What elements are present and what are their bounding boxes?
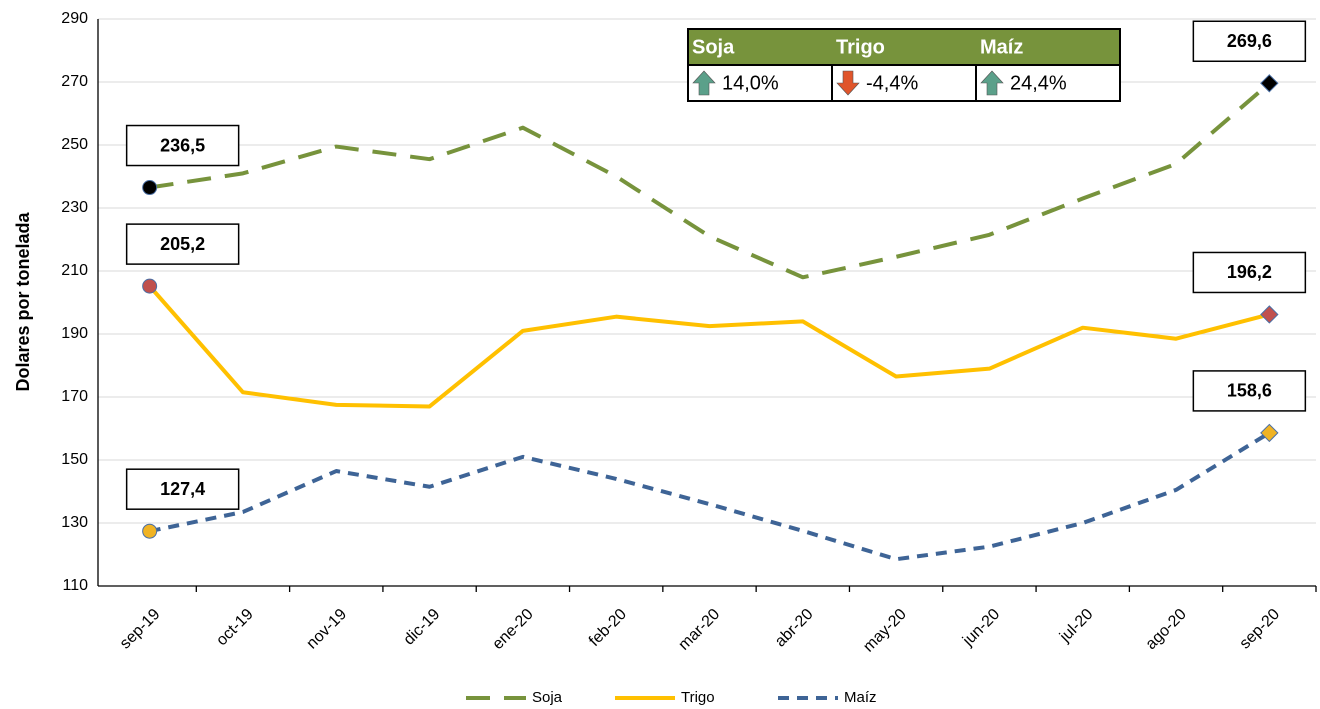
data-label: 158,6 <box>1227 381 1272 401</box>
y-tick-label: 190 <box>61 325 88 342</box>
marker <box>1260 423 1279 443</box>
x-tick-label: oct-19 <box>213 606 257 650</box>
trend-arrow <box>836 70 860 96</box>
data-label: 127,4 <box>160 479 205 499</box>
x-tick-label: dic-19 <box>401 606 444 649</box>
x-tick-label: may-20 <box>860 606 910 656</box>
x-tick-label: mar-20 <box>675 606 723 654</box>
table-border <box>687 28 1121 102</box>
table-header-bg <box>688 29 1120 65</box>
legend-label: Maíz <box>844 689 877 706</box>
x-tick-label: ago-20 <box>1143 606 1190 653</box>
legend-label: Soja <box>532 689 563 706</box>
x-tick-label: abr-20 <box>772 606 817 651</box>
data-label: 205,2 <box>160 234 205 254</box>
table-value: -4,4% <box>866 72 918 94</box>
table-header: Trigo <box>836 36 885 58</box>
label-box <box>1192 20 1307 63</box>
y-axis-label: Dolares por tonelada <box>13 211 33 391</box>
x-tick-label: jun-20 <box>959 606 1003 650</box>
y-tick-label: 270 <box>61 73 88 90</box>
data-label: 269,6 <box>1227 31 1272 51</box>
label-box <box>125 468 240 510</box>
y-tick-label: 170 <box>61 388 88 405</box>
x-tick-label: sep-19 <box>117 606 164 653</box>
x-tick-label: sep-20 <box>1237 606 1284 653</box>
x-tick-label: ene-20 <box>489 606 536 653</box>
marker <box>1260 305 1279 324</box>
trend-arrow <box>692 70 716 96</box>
data-label: 236,5 <box>160 135 205 155</box>
table-value: 24,4% <box>1010 72 1067 94</box>
marker <box>142 523 158 539</box>
series-line <box>149 431 1271 562</box>
marker <box>1260 74 1279 93</box>
y-tick-label: 250 <box>61 136 88 153</box>
legend-label: Trigo <box>681 689 715 706</box>
x-tick-label: nov-19 <box>303 606 350 653</box>
marker <box>142 278 158 294</box>
series-line <box>149 81 1271 280</box>
trend-arrow <box>980 70 1004 96</box>
x-tick-label: jul-20 <box>1056 606 1096 646</box>
table-header: Soja <box>692 36 735 58</box>
label-box <box>1192 251 1307 294</box>
series-line <box>148 284 1270 409</box>
data-label: 196,2 <box>1227 262 1272 282</box>
label-box <box>125 223 240 265</box>
x-tick-label: feb-20 <box>586 606 630 650</box>
y-tick-label: 150 <box>61 451 88 468</box>
y-tick-label: 290 <box>61 10 88 27</box>
label-box <box>1192 370 1307 412</box>
y-tick-label: 210 <box>61 262 88 279</box>
y-tick-label: 110 <box>62 577 88 594</box>
marker <box>142 180 158 196</box>
y-tick-label: 230 <box>61 199 88 216</box>
table-header: Maíz <box>980 36 1023 58</box>
y-tick-label: 130 <box>61 514 88 531</box>
label-box <box>125 124 240 167</box>
table-value: 14,0% <box>722 72 779 94</box>
